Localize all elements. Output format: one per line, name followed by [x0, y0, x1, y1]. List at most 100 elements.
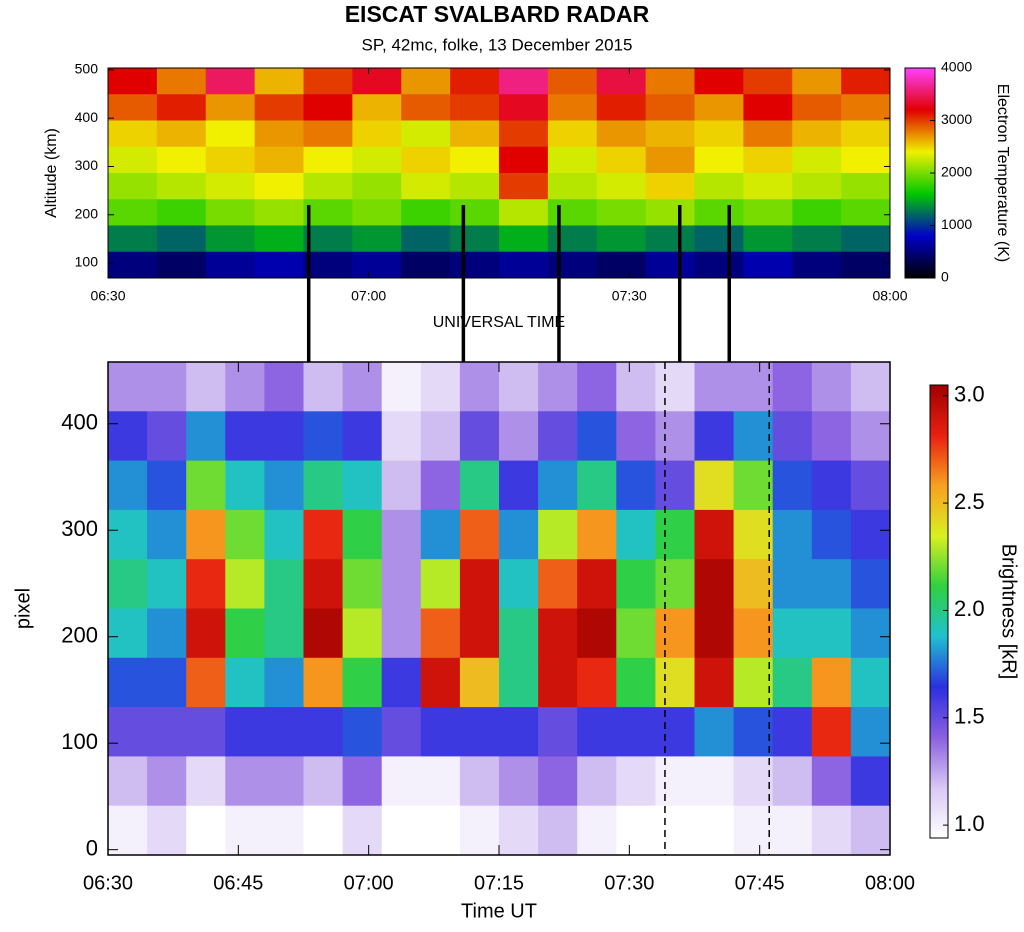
x-tick-label: 06:30 [83, 872, 133, 894]
heatmap-cell [450, 225, 500, 253]
x-axis-label: UNIVERSAL TIME [433, 314, 565, 331]
heatmap-cell [577, 608, 617, 659]
heatmap-cell [381, 559, 422, 609]
heatmap-cell [205, 225, 256, 253]
heatmap-cell [547, 120, 598, 148]
heatmap-cell [303, 362, 344, 412]
heatmap-cell [694, 805, 735, 856]
heatmap-cell [342, 608, 383, 659]
heatmap-cell [264, 509, 304, 560]
heatmap-cell [303, 756, 344, 807]
heatmap-cell [499, 460, 539, 511]
heatmap-cell [225, 756, 265, 807]
heatmap-cell [401, 120, 451, 148]
heatmap-cell [108, 94, 158, 121]
heatmap-cell [420, 805, 461, 856]
colorbar-tick-label: 1.0 [954, 811, 985, 836]
heatmap-cell [596, 173, 647, 200]
colorbar-tick-label: 1000 [941, 216, 972, 232]
x-tick-label: 07:45 [735, 872, 785, 894]
heatmap-cell [420, 460, 461, 511]
heatmap-cell [850, 657, 891, 708]
heatmap-cell [547, 225, 598, 253]
y-tick-label: 300 [61, 516, 98, 541]
heatmap-cell [156, 199, 207, 226]
heatmap-cell [645, 173, 695, 200]
heatmap-cell [616, 509, 656, 560]
heatmap-cell [147, 509, 187, 560]
heatmap-cell [186, 657, 226, 708]
heatmap-cell [147, 805, 187, 856]
heatmap-cell [186, 756, 226, 807]
heatmap-cell [303, 707, 344, 757]
heatmap-cell [850, 608, 891, 659]
heatmap-cell [401, 146, 451, 174]
heatmap-cell [108, 199, 158, 226]
colorbar-tick-label: 4000 [941, 59, 972, 75]
heatmap-cell [577, 707, 617, 757]
x-tick-label: 06:45 [213, 872, 263, 894]
heatmap-cell [342, 657, 383, 708]
heatmap-cell [108, 460, 148, 511]
heatmap-cell [577, 657, 617, 708]
heatmap-cell [499, 94, 549, 121]
heatmap-cell [850, 460, 891, 511]
heatmap-cell [596, 199, 647, 226]
heatmap-cell [147, 559, 187, 609]
heatmap-cell [225, 559, 265, 609]
heatmap-cell [205, 94, 256, 121]
heatmap-cell [147, 608, 187, 659]
heatmap-cell [694, 509, 735, 560]
heatmap-cell [108, 805, 148, 856]
heatmap-cell [108, 559, 148, 609]
heatmap-cell [254, 94, 304, 121]
heatmap-cell [108, 411, 148, 462]
heatmap-cell [733, 509, 774, 560]
heatmap-cell [108, 173, 158, 200]
heatmap-cell [205, 251, 256, 279]
heatmap-cell [459, 509, 500, 560]
heatmap-cell [577, 756, 617, 807]
heatmap-cell [225, 362, 265, 412]
heatmap-cell [733, 362, 774, 412]
heatmap-cell [733, 756, 774, 807]
heatmap-cell [577, 805, 617, 856]
heatmap-cell [547, 146, 598, 174]
heatmap-cell [850, 707, 891, 757]
y-tick-label: 300 [75, 157, 99, 173]
heatmap-cell [108, 362, 148, 412]
heatmap-cell [264, 559, 304, 609]
heatmap-cell [303, 559, 344, 609]
heatmap-cell [420, 756, 461, 807]
heatmap-cell [538, 509, 578, 560]
colorbar-label: Brightness [kR] [998, 544, 1020, 680]
heatmap-cell [147, 411, 187, 462]
heatmap-cell [342, 805, 383, 856]
heatmap-cell [420, 411, 461, 462]
heatmap-cell [655, 362, 695, 412]
heatmap-cell [596, 94, 647, 121]
colorbar-tick-label: 2.5 [954, 489, 985, 514]
heatmap-cell [303, 146, 353, 174]
heatmap-cell [655, 756, 695, 807]
heatmap-cell [655, 509, 695, 560]
heatmap-cell [538, 460, 578, 511]
chart-title: EISCAT SVALBARD RADAR [345, 1, 650, 27]
heatmap-cell [186, 460, 226, 511]
heatmap-cell [694, 657, 735, 708]
heatmap-cell [254, 225, 304, 253]
heatmap-cell [694, 173, 744, 200]
heatmap-cell [499, 559, 539, 609]
heatmap-cell [381, 756, 422, 807]
heatmap-cell [147, 362, 187, 412]
heatmap-cell [108, 756, 148, 807]
heatmap-cell [342, 362, 383, 412]
heatmap-cell [225, 707, 265, 757]
heatmap-cell [772, 559, 813, 609]
heatmap-cell [381, 411, 422, 462]
heatmap-cell [450, 68, 500, 95]
heatmap-cell [850, 559, 891, 609]
heatmap-cell [156, 94, 207, 121]
heatmap-cell [616, 460, 656, 511]
x-tick-label: 08:00 [865, 872, 915, 894]
